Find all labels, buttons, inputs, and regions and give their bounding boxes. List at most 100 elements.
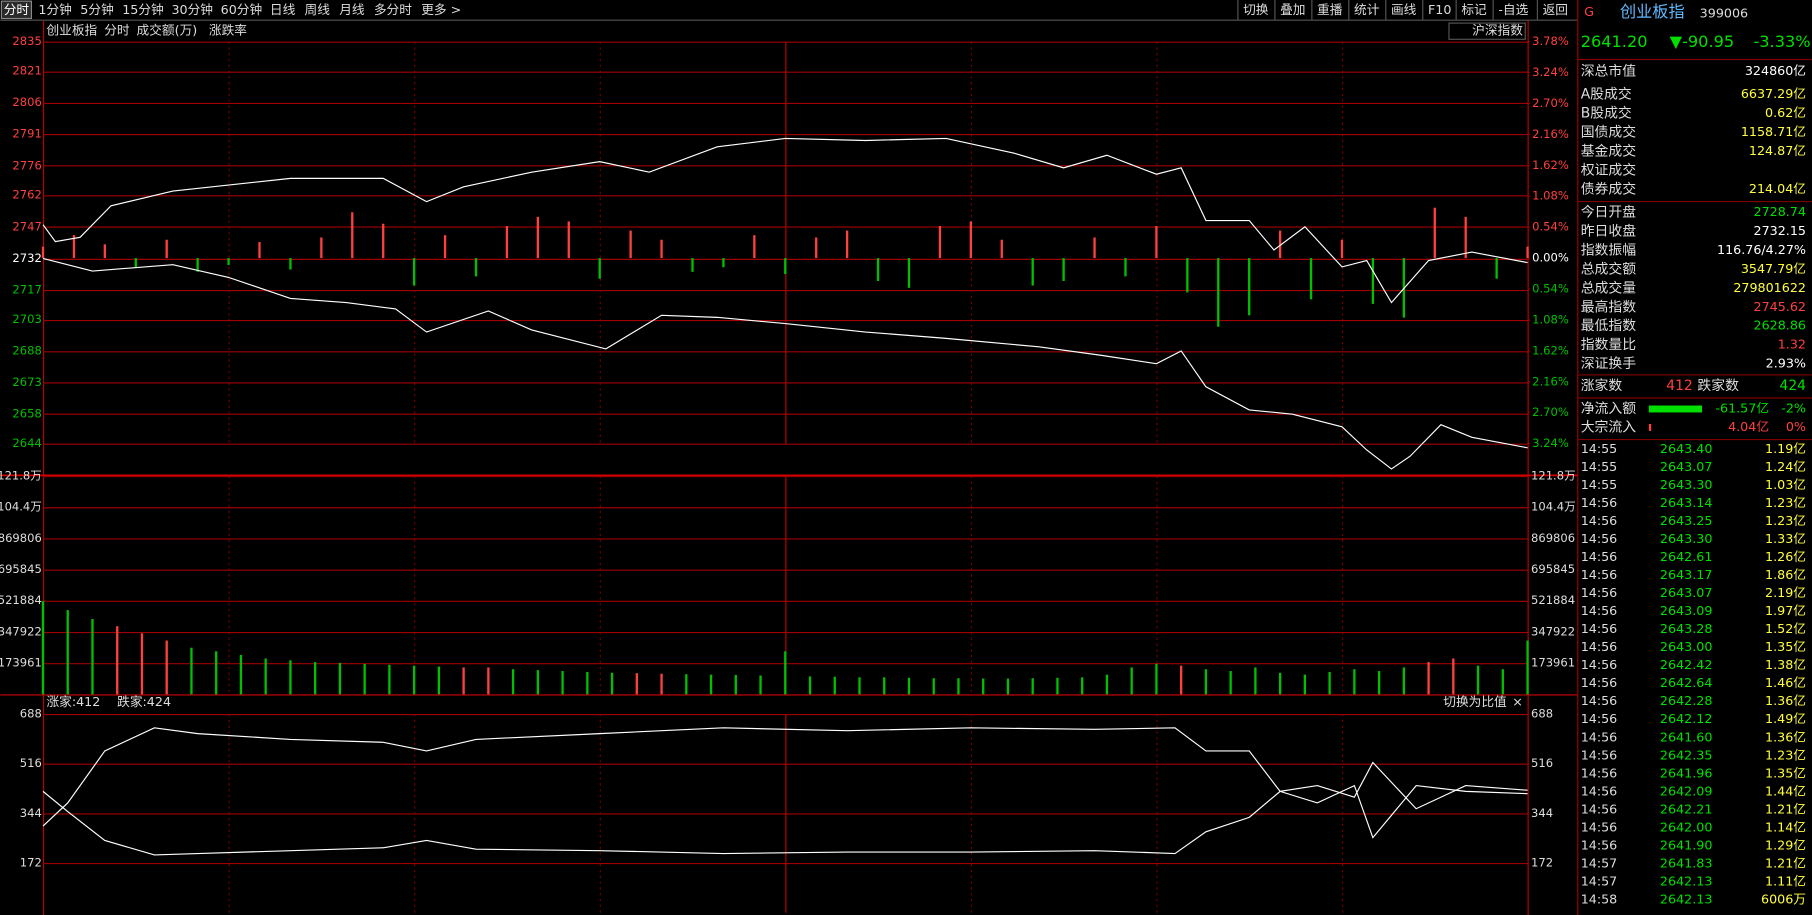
- toolbar-tab[interactable]: 15分钟: [122, 2, 164, 17]
- tick-price: 2643.30: [1660, 477, 1712, 492]
- tick-volume: 1.23亿: [1765, 495, 1806, 510]
- volume-bar: [239, 654, 243, 695]
- tick-volume: 1.36亿: [1765, 729, 1806, 744]
- volume-bar: [1179, 665, 1183, 695]
- tick-volume: 1.24亿: [1765, 459, 1806, 474]
- down-count: 424: [1780, 378, 1807, 394]
- toolbar-button[interactable]: 返回: [1543, 2, 1568, 17]
- y2-tick-label: 0.54%: [1532, 220, 1569, 234]
- volume-bar: [883, 677, 886, 695]
- y2-tick-label: 1.62%: [1532, 343, 1569, 357]
- flow-gauge: [1648, 423, 1652, 431]
- y2-tick-label: 1.08%: [1532, 189, 1569, 203]
- volume-bar: [561, 671, 564, 695]
- y-tick-label: 521884: [0, 593, 42, 607]
- toolbar-tab[interactable]: 1分钟: [38, 2, 71, 17]
- volume-bar: [1452, 658, 1455, 695]
- volume-bar: [586, 671, 589, 695]
- tab-selected: [0, 0, 33, 20]
- volume-bar: [363, 663, 366, 695]
- toolbar-tab[interactable]: 60分钟: [221, 2, 263, 17]
- tick-time: 14:56: [1581, 693, 1618, 708]
- stat-label: B股成交: [1581, 105, 1632, 122]
- y-tick-label: 347922: [0, 624, 42, 638]
- y2-tick-label: 0.54%: [1532, 282, 1569, 296]
- tick-price: 2642.35: [1660, 747, 1712, 762]
- toolbar-button[interactable]: 重播: [1317, 2, 1343, 17]
- toolbar-tab[interactable]: 月线: [339, 2, 365, 17]
- stat-value: 124.87亿: [1749, 143, 1806, 158]
- toolbar-button[interactable]: F10: [1428, 2, 1451, 17]
- volume-bar: [957, 678, 960, 695]
- stat-value: 2728.74: [1754, 204, 1806, 219]
- volume-bar: [190, 647, 193, 695]
- y2-tick-label: 2.16%: [1532, 374, 1569, 388]
- close-button[interactable]: ×: [1512, 694, 1523, 709]
- volume-bar: [784, 651, 787, 695]
- volume-bar: [1303, 674, 1307, 695]
- tick-volume: 1.44亿: [1765, 783, 1806, 798]
- toolbar-button[interactable]: 叠加: [1280, 2, 1305, 17]
- stat-label: 债券成交: [1581, 180, 1637, 197]
- tick-time: 14:56: [1581, 495, 1618, 510]
- y-tick-label: 2747: [12, 219, 41, 233]
- tick-volume: 1.36亿: [1765, 693, 1806, 708]
- toolbar-tab[interactable]: 5分钟: [80, 2, 113, 17]
- toolbar-tab[interactable]: 更多 >: [421, 2, 461, 17]
- y-tick-label-right: 869806: [1531, 531, 1575, 545]
- toolbar-tab[interactable]: 分时: [4, 2, 30, 17]
- stat-label: 指数量比: [1581, 337, 1637, 353]
- tick-volume: 1.35亿: [1765, 765, 1806, 780]
- tick-price: 2642.00: [1660, 819, 1712, 834]
- y-tick-label: 344: [20, 806, 42, 820]
- tick-time: 14:56: [1581, 747, 1618, 762]
- toolbar-button[interactable]: 画线: [1391, 2, 1417, 17]
- toolbar-tab[interactable]: 30分钟: [171, 2, 213, 17]
- overlay-label[interactable]: 沪深指数: [1472, 23, 1523, 38]
- toolbar-button[interactable]: 标记: [1461, 2, 1487, 17]
- tick-volume: 1.35亿: [1765, 639, 1806, 654]
- y-tick-label: 2791: [12, 127, 41, 141]
- tick-price: 2642.64: [1660, 675, 1712, 690]
- stat-label: A股成交: [1581, 86, 1632, 103]
- stat-value: 2745.62: [1754, 299, 1806, 314]
- toolbar-button[interactable]: 统计: [1354, 2, 1380, 17]
- switch-label[interactable]: 切换为比值: [1443, 694, 1507, 709]
- tick-time: 14:56: [1581, 765, 1618, 780]
- stat-value: 3547.79亿: [1741, 261, 1806, 276]
- y-tick-label-right: 695845: [1531, 562, 1575, 576]
- tick-time: 14:56: [1581, 513, 1618, 528]
- volume-bar: [1105, 674, 1109, 695]
- volume-bar: [1377, 671, 1381, 695]
- y-tick-label: 2806: [12, 95, 41, 109]
- tick-volume: 6006万: [1761, 891, 1806, 906]
- up-count: 412: [1666, 378, 1692, 394]
- tick-price: 2642.28: [1660, 693, 1712, 708]
- volume-bar: [116, 626, 119, 695]
- volume-bar: [982, 678, 985, 695]
- volume-bar: [1155, 663, 1158, 695]
- tick-volume: 1.21亿: [1765, 801, 1806, 816]
- chart-label: 涨家:412: [46, 694, 100, 709]
- volume-bar: [1229, 671, 1232, 695]
- toolbar-tab[interactable]: 多分时: [374, 2, 412, 17]
- stat-value: 2732.15: [1754, 223, 1806, 238]
- stat-value: 6637.29亿: [1741, 86, 1806, 101]
- toolbar-button[interactable]: -自选: [1498, 2, 1528, 17]
- tick-price: 2642.42: [1660, 657, 1712, 672]
- toolbar-button[interactable]: 切换: [1243, 2, 1269, 17]
- index-code: 399006: [1700, 5, 1748, 20]
- y2-tick-label: 0.00%: [1532, 251, 1569, 265]
- stat-label: 深总市值: [1581, 63, 1637, 80]
- volume-bar: [1081, 677, 1084, 695]
- volume-bar: [635, 673, 638, 695]
- toolbar-tab[interactable]: 周线: [305, 2, 331, 17]
- volume-bar: [215, 651, 218, 695]
- y-tick-label: 2644: [12, 436, 41, 450]
- toolbar-tab[interactable]: 日线: [270, 2, 296, 17]
- tick-volume: 1.11亿: [1765, 873, 1806, 888]
- flag: G: [1584, 4, 1594, 19]
- tick-volume: 1.19亿: [1765, 441, 1806, 456]
- tick-volume: 1.97亿: [1765, 603, 1806, 618]
